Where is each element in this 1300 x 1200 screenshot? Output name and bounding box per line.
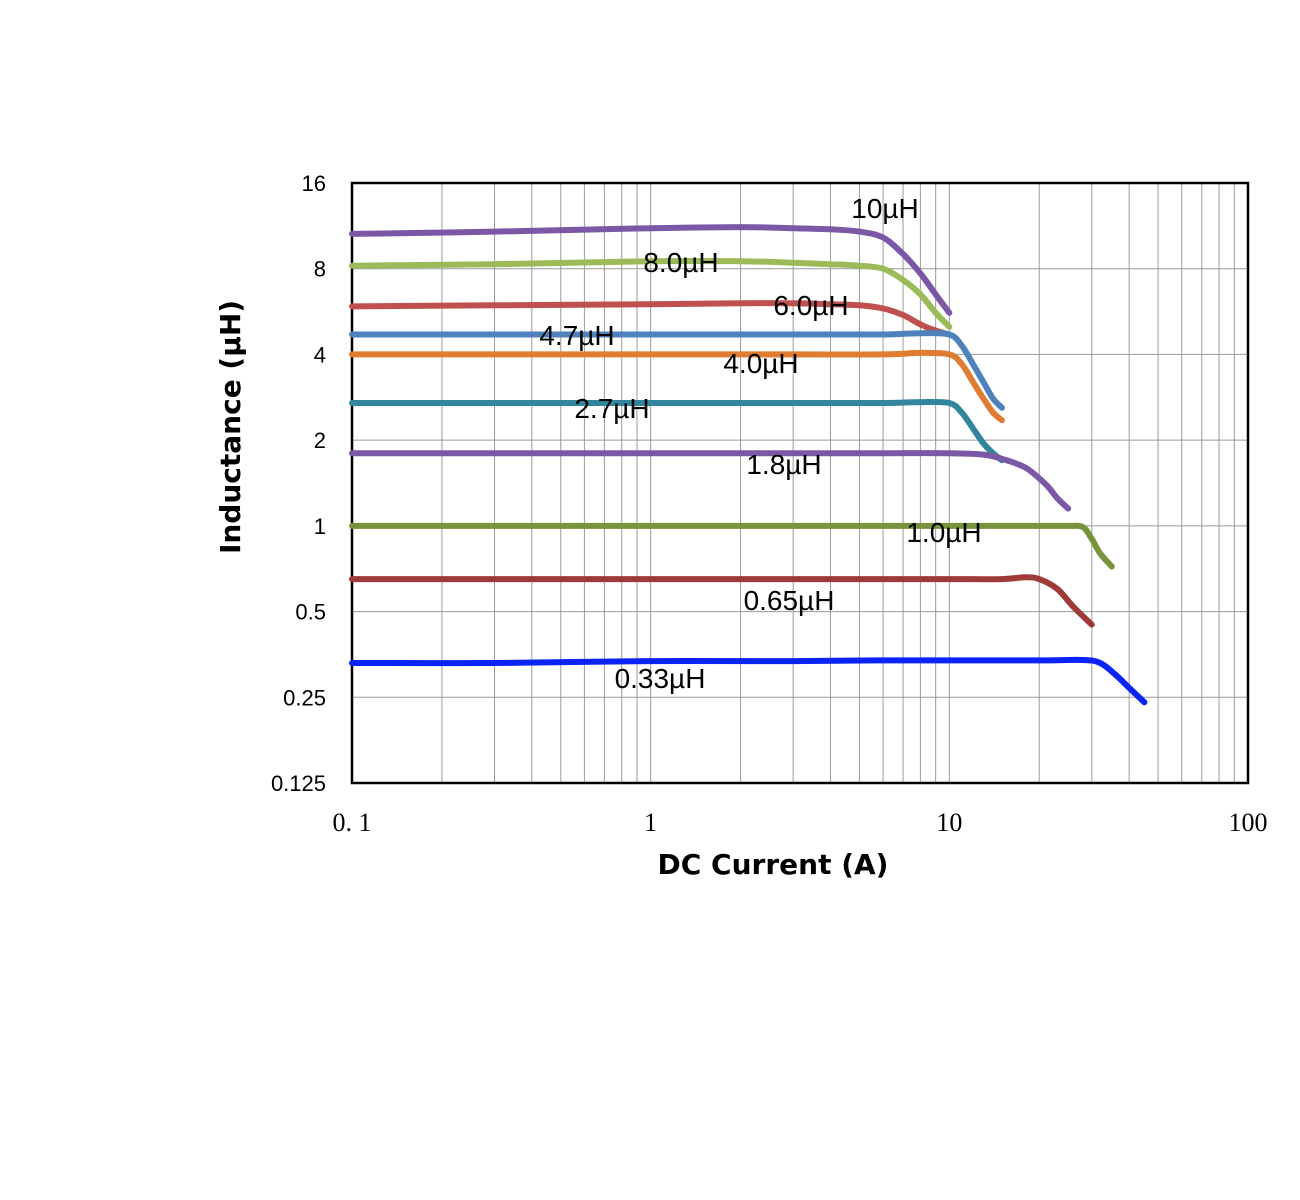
series-line-4 — [349, 349, 1005, 424]
series-line-2 — [349, 300, 953, 338]
y-tick-label: 2 — [314, 428, 326, 453]
series-curves — [349, 224, 1148, 706]
x-tick-label: 10 — [936, 808, 962, 837]
series-line-1 — [349, 257, 953, 330]
series-label-8: 0.65µH — [744, 585, 835, 616]
y-tick-label: 0.25 — [283, 685, 326, 710]
series-label-4: 4.0µH — [723, 348, 798, 379]
series-line-0 — [349, 224, 953, 316]
series-line-7 — [349, 522, 1115, 570]
series-label-9: 0.33µH — [615, 663, 706, 694]
y-tick-label: 16 — [302, 171, 326, 196]
plot-area-frame — [350, 181, 1250, 785]
y-tick-label: 0.5 — [295, 600, 326, 625]
grid — [352, 183, 1248, 783]
x-tick-labels: 0. 1 1 10 100 — [333, 808, 1268, 837]
y-tick-label: 0.125 — [271, 771, 326, 796]
series-label-0: 10µH — [851, 193, 919, 224]
y-tick-label: 4 — [314, 342, 326, 367]
series-label-6: 1.8µH — [746, 449, 821, 480]
y-tick-labels: 16 8 4 2 1 0.5 0.25 0.125 — [271, 171, 326, 796]
series-label-2: 6.0µH — [773, 290, 848, 321]
y-axis-title: Inductance (µH) — [214, 300, 247, 554]
series-line-6 — [349, 450, 1072, 512]
x-tick-label: 0. 1 — [333, 808, 372, 837]
series-label-1: 8.0µH — [643, 247, 718, 278]
series-line-3 — [349, 330, 1005, 411]
y-tick-label: 1 — [314, 514, 326, 539]
x-axis-title: DC Current (A) — [658, 848, 889, 881]
series-line-8 — [349, 574, 1095, 628]
series-label-7: 1.0µH — [906, 517, 981, 548]
x-tick-label: 100 — [1229, 808, 1268, 837]
series-label-3: 4.7µH — [539, 320, 614, 351]
series-labels: 10µH 8.0µH 6.0µH 4.7µH 4.0µH 2.7µH 1.8µH 1.0µH 0… — [539, 193, 981, 694]
series-label-5: 2.7µH — [574, 393, 649, 424]
y-tick-label: 8 — [314, 257, 326, 282]
series-line-5 — [349, 398, 1005, 464]
x-tick-label: 1 — [644, 808, 657, 837]
series-line-9 — [349, 656, 1148, 706]
